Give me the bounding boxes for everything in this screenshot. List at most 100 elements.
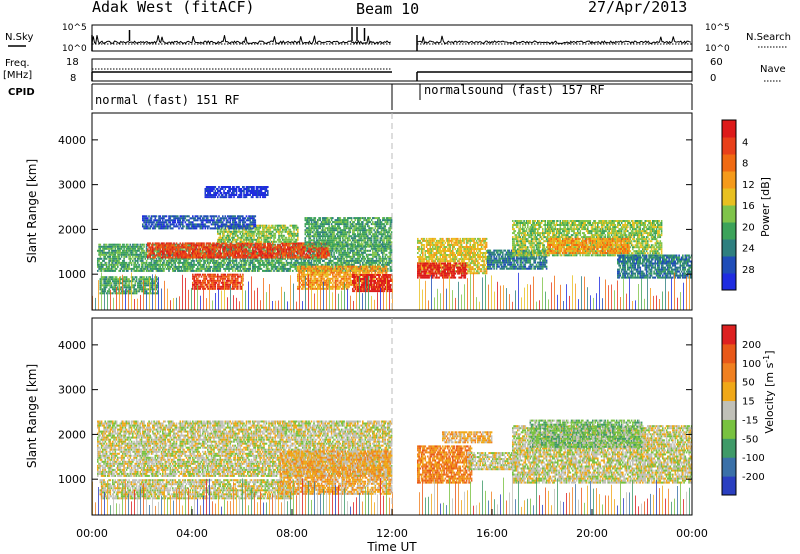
heatmap-cell [145,265,148,268]
heatmap-cell [107,278,109,281]
heatmap-cell [260,254,263,257]
heatmap-cell [353,255,355,258]
heatmap-cell [273,243,275,246]
heatmap-cell [277,228,279,231]
heatmap-cell [187,254,189,257]
heatmap-cell [142,263,144,266]
heatmap-cell [215,254,218,257]
heatmap-cell [173,257,175,260]
heatmap-cell [119,263,122,266]
heatmap-cell [310,243,313,246]
heatmap-cell [249,259,252,262]
heatmap-cell [349,239,352,242]
heatmap-cell [122,249,124,252]
heatmap-cell [234,238,237,241]
heatmap-cell [169,265,172,268]
heatmap-cell [280,259,283,262]
heatmap-cell [288,236,290,239]
heatmap-cell [248,247,250,250]
heatmap-cell [364,227,367,230]
heatmap-cell [193,261,195,264]
heatmap-cell [342,269,344,272]
heatmap-cell [335,221,338,224]
heatmap-cell [262,250,264,253]
heatmap-cell [260,230,263,233]
heatmap-cell [368,261,370,264]
heatmap-cell [173,261,175,264]
heatmap-cell [319,246,322,249]
heatmap-cell [344,259,347,262]
heatmap-cell [362,225,364,228]
heatmap-cell [152,250,154,253]
heatmap-cell [330,255,333,258]
heatmap-cell [318,237,320,240]
heatmap-cell [193,244,195,247]
heatmap-cell [309,243,312,246]
heatmap-cell [169,254,172,257]
heatmap-cell [374,243,377,246]
heatmap-cell [162,252,164,255]
heatmap-cell [254,250,257,253]
heatmap-cell [283,263,285,266]
heatmap-cell [189,250,192,253]
heatmap-cell [330,237,333,240]
heatmap-cell [389,257,392,260]
heatmap-cell [168,252,170,255]
heatmap-cell [318,254,320,257]
heatmap-cell [322,237,324,240]
heatmap-cell [282,256,284,259]
heatmap-cell [218,267,220,270]
heatmap-cell [265,232,268,235]
heatmap-cell [294,224,297,227]
heatmap-cell [247,242,249,245]
heatmap-cell [124,278,127,281]
heatmap-cell [358,239,360,242]
heatmap-cell [132,276,134,279]
heatmap-cell [145,263,148,266]
heatmap-cell [303,242,305,245]
heatmap-cell [335,261,338,264]
heatmap-cell [275,246,278,249]
heatmap-cell [320,223,323,226]
heatmap-cell [102,247,104,250]
heatmap-cell [315,233,318,236]
heatmap-cell [272,230,274,233]
heatmap-cell [379,223,382,226]
heatmap-cell [145,259,148,262]
heatmap-cell [282,265,284,268]
heatmap-cell [330,249,333,252]
heatmap-cell [323,229,325,232]
heatmap-cell [152,246,154,249]
heatmap-cell [234,252,237,255]
heatmap-cell [219,256,222,259]
heatmap-cell [238,252,240,255]
heatmap-cell [254,242,257,245]
heatmap-cell [269,248,272,251]
heatmap-cell [108,245,110,248]
heatmap-cell [162,267,164,270]
heatmap-cell [228,252,230,255]
heatmap-cell [375,253,378,256]
heatmap-cell [305,261,308,264]
heatmap-cell [278,244,280,247]
heatmap-cell [204,246,207,249]
heatmap-cell [133,278,135,281]
heatmap-cell [335,227,338,230]
heatmap-cell [270,259,273,262]
heatmap-cell [157,269,159,272]
heatmap-cell [325,246,328,249]
heatmap-cell [309,235,312,238]
heatmap-cell [209,246,212,249]
heatmap-cell [103,278,105,281]
heatmap-cell [237,230,239,233]
heatmap-cell [300,263,303,266]
heatmap-cell [288,234,290,237]
heatmap-cell [114,276,117,279]
heatmap-cell [172,263,174,266]
heatmap-cell [274,232,277,235]
heatmap-cell [375,229,378,232]
heatmap-cell [353,245,355,248]
heatmap-cell [213,254,215,257]
heatmap-cell [198,254,200,257]
heatmap-cell [252,224,254,227]
